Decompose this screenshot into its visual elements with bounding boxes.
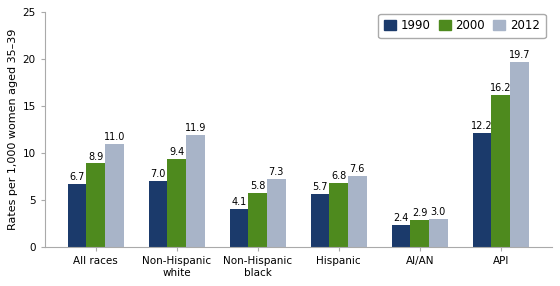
Bar [392,225,410,247]
Text: 2.4: 2.4 [393,212,409,223]
Text: 3.0: 3.0 [431,207,446,217]
Text: 7.6: 7.6 [349,164,365,174]
Bar [105,144,124,247]
Text: 4.1: 4.1 [231,197,247,207]
Bar [473,132,491,247]
Text: 5.7: 5.7 [312,182,328,192]
Legend: 1990, 2000, 2012: 1990, 2000, 2012 [379,13,546,38]
Text: 6.7: 6.7 [69,172,85,182]
Bar [149,181,167,247]
Text: 7.3: 7.3 [269,167,284,177]
Text: 19.7: 19.7 [508,50,530,60]
Bar [410,220,429,247]
Text: 8.9: 8.9 [88,152,104,162]
Bar [249,192,267,247]
Text: 7.0: 7.0 [151,169,166,179]
Bar [68,184,86,247]
Bar [491,95,510,247]
Text: 6.8: 6.8 [331,171,346,181]
Text: 11.0: 11.0 [104,132,125,142]
Text: 9.4: 9.4 [169,147,184,157]
Bar [86,164,105,247]
Text: 12.2: 12.2 [472,121,493,131]
Text: 11.9: 11.9 [185,124,206,134]
Bar [311,194,329,247]
Bar [167,159,186,247]
Bar [510,62,529,247]
Bar [329,183,348,247]
Bar [348,176,367,247]
Bar [230,208,249,247]
Text: 5.8: 5.8 [250,181,265,191]
Bar [267,178,286,247]
Y-axis label: Rates per 1,000 women aged 35–39: Rates per 1,000 women aged 35–39 [8,29,18,231]
Text: 16.2: 16.2 [490,83,511,93]
Bar [186,135,205,247]
Bar [429,219,447,247]
Text: 2.9: 2.9 [412,208,427,218]
